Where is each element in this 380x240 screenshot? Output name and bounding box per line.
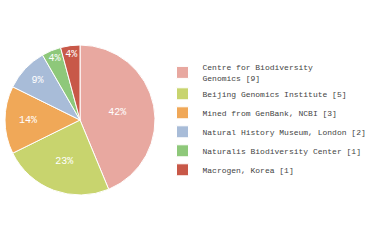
svg-text:4%: 4% <box>49 53 61 64</box>
svg-text:Centre for BiodiversityGenomic: Centre for BiodiversityGenomics [9] <box>203 63 314 82</box>
svg-text:9%: 9% <box>32 75 44 86</box>
svg-text:Macrogen, Korea [1]: Macrogen, Korea [1] <box>203 166 294 175</box>
svg-text:4%: 4% <box>65 49 77 60</box>
svg-text:14%: 14% <box>19 115 37 126</box>
svg-text:Natural History Museum, London: Natural History Museum, London [2] <box>203 128 366 137</box>
svg-text:23%: 23% <box>55 156 73 167</box>
svg-text:Mined from GenBank, NCBI [3]: Mined from GenBank, NCBI [3] <box>203 109 337 118</box>
svg-text:Beijing Genomics Institute [5]: Beijing Genomics Institute [5] <box>203 90 347 99</box>
svg-text:42%: 42% <box>108 107 126 118</box>
svg-text:Naturalis Biodiversity Center: Naturalis Biodiversity Center [1] <box>203 147 361 156</box>
